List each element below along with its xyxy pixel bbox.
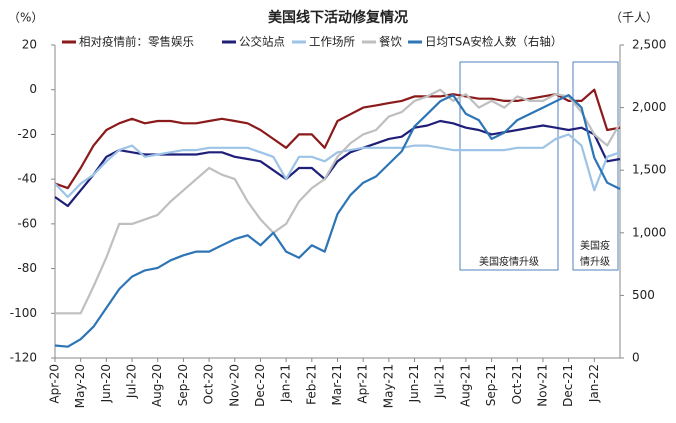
series-line (55, 88, 621, 315)
legend-label: 日均TSA安检人数（右轴） (425, 35, 562, 49)
x-tick-label: Apr-20 (48, 364, 62, 404)
x-tick-label: Dec-21 (561, 364, 575, 407)
y-tick-label: -60 (17, 216, 37, 230)
legend-label: 餐饮 (379, 35, 402, 49)
legend-label: 工作场所 (309, 35, 355, 49)
x-tick-label: Sep-20 (176, 364, 190, 406)
x-tick-label: Dec-20 (253, 364, 267, 407)
x-tick-label: Oct-21 (510, 364, 524, 404)
y2-unit: （千人） (610, 11, 658, 25)
y-tick-label: -100 (10, 306, 37, 320)
series-line (54, 119, 621, 208)
x-tick-label: Aug-20 (150, 364, 164, 407)
y-tick-label: 0 (29, 82, 37, 96)
y2-tick-label: 2,000 (632, 100, 666, 114)
y2-tick-label: 1,000 (632, 225, 666, 239)
x-tick-label: Oct-20 (202, 364, 216, 404)
y-tick-label: -40 (17, 172, 37, 186)
x-tick-label: Jan-22 (587, 364, 601, 403)
x-tick-label: Nov-20 (227, 364, 241, 407)
y-tick-label: -120 (10, 351, 37, 365)
series-line (54, 133, 621, 199)
x-tick-label: Apr-21 (356, 364, 370, 404)
legend-label: 相对疫情前：零售娱乐 (79, 35, 194, 49)
x-tick-label: Feb-21 (304, 364, 318, 405)
y-tick-label: -80 (17, 261, 37, 275)
y2-tick-label: 0 (632, 351, 640, 365)
x-tick-label: Jul-21 (433, 364, 447, 399)
x-tick-label: May-21 (381, 364, 395, 408)
annotation: 情升级 (580, 255, 610, 268)
legend-label: 公交站点 (239, 35, 285, 49)
y2-tick-label: 500 (632, 288, 655, 302)
x-tick-label: May-20 (73, 364, 87, 408)
x-tick-label: Jun-20 (99, 364, 113, 403)
x-tick-label: Jun-21 (407, 364, 421, 403)
x-tick-label: Jan-21 (279, 364, 293, 403)
highlight-box (459, 61, 559, 271)
highlight-box (572, 61, 619, 271)
y-tick-label: -20 (17, 127, 37, 141)
y-tick-label: 20 (22, 38, 37, 52)
y2-tick-label: 1,500 (632, 163, 666, 177)
y-unit: （%） (8, 11, 43, 25)
series-line (54, 94, 621, 348)
x-tick-label: Sep-21 (484, 364, 498, 406)
x-tick-label: Nov-21 (535, 364, 549, 407)
x-tick-label: Mar-21 (330, 364, 344, 405)
annotation: 美国疫情升级 (479, 255, 539, 268)
annotation: 美国疫 (580, 239, 610, 252)
y2-tick-label: 2,500 (632, 38, 666, 52)
chart-title: 美国线下活动修复情况 (268, 9, 408, 26)
series-line (54, 88, 621, 190)
x-tick-label: Jul-20 (125, 364, 139, 399)
x-tick-label: Aug-21 (458, 364, 472, 407)
